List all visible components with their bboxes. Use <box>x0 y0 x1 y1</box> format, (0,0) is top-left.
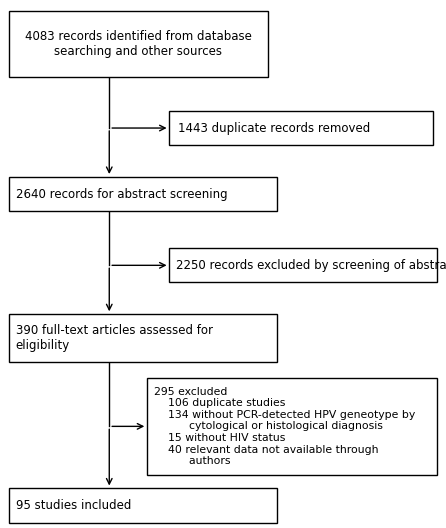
Text: 390 full-text articles assessed for
eligibility: 390 full-text articles assessed for elig… <box>16 324 213 352</box>
FancyBboxPatch shape <box>9 488 277 523</box>
Text: 2250 records excluded by screening of abstracts: 2250 records excluded by screening of ab… <box>176 259 446 272</box>
Text: 295 excluded
    106 duplicate studies
    134 without PCR-detected HPV geneotyp: 295 excluded 106 duplicate studies 134 w… <box>154 386 415 466</box>
FancyBboxPatch shape <box>169 248 437 282</box>
Text: 95 studies included: 95 studies included <box>16 499 131 512</box>
Text: 4083 records identified from database
searching and other sources: 4083 records identified from database se… <box>25 30 252 58</box>
FancyBboxPatch shape <box>169 111 433 145</box>
FancyBboxPatch shape <box>147 378 437 475</box>
FancyBboxPatch shape <box>9 177 277 211</box>
FancyBboxPatch shape <box>9 11 268 77</box>
FancyBboxPatch shape <box>9 314 277 362</box>
Text: 1443 duplicate records removed: 1443 duplicate records removed <box>178 121 371 135</box>
Text: 2640 records for abstract screening: 2640 records for abstract screening <box>16 187 227 201</box>
